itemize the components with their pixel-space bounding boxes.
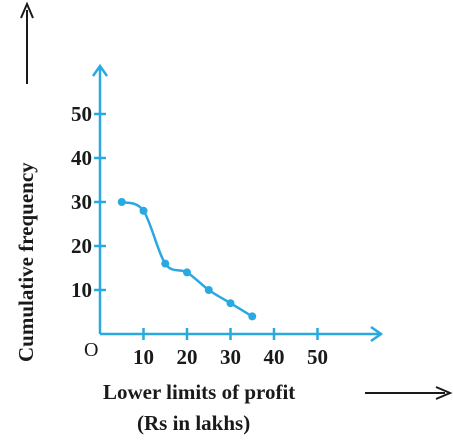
y-axis-title: Cumulative frequency [14, 162, 38, 362]
origin-label: O [84, 339, 98, 361]
y-tick-label: 50 [71, 102, 92, 126]
x-tick-label: 40 [264, 345, 285, 369]
y-axis-title-arrow-icon [20, 1, 34, 84]
data-point [204, 286, 213, 294]
data-point [226, 299, 235, 308]
y-tick-label: 10 [71, 278, 92, 302]
x-tick-label: 10 [133, 345, 154, 369]
data-point [139, 206, 148, 215]
x-axis-title-line1: Lower limits of profit [103, 380, 295, 404]
x-axis-title-arrow-icon [365, 386, 453, 400]
y-tick-label: 40 [71, 146, 92, 170]
y-tick-label: 20 [71, 234, 92, 258]
y-axis-title-text: Cumulative frequency [14, 162, 38, 362]
labels: 10 20 30 40 50 10 20 30 40 50 [71, 102, 328, 369]
y-tick-label: 30 [71, 190, 92, 214]
x-axis-arrow-icon [370, 325, 384, 343]
x-tick-label: 50 [307, 345, 328, 369]
x-tick-label: 30 [220, 345, 241, 369]
data-point [248, 312, 257, 321]
series-line [121, 200, 253, 318]
data-point [161, 259, 170, 268]
data-point [117, 198, 126, 206]
series-curve [117, 198, 257, 321]
axes [91, 63, 384, 343]
x-tick-label: 20 [177, 345, 198, 369]
y-axis-arrow-icon [91, 63, 109, 77]
x-axis-title-line2: (Rs in lakhs) [137, 411, 250, 435]
data-point [183, 268, 191, 277]
